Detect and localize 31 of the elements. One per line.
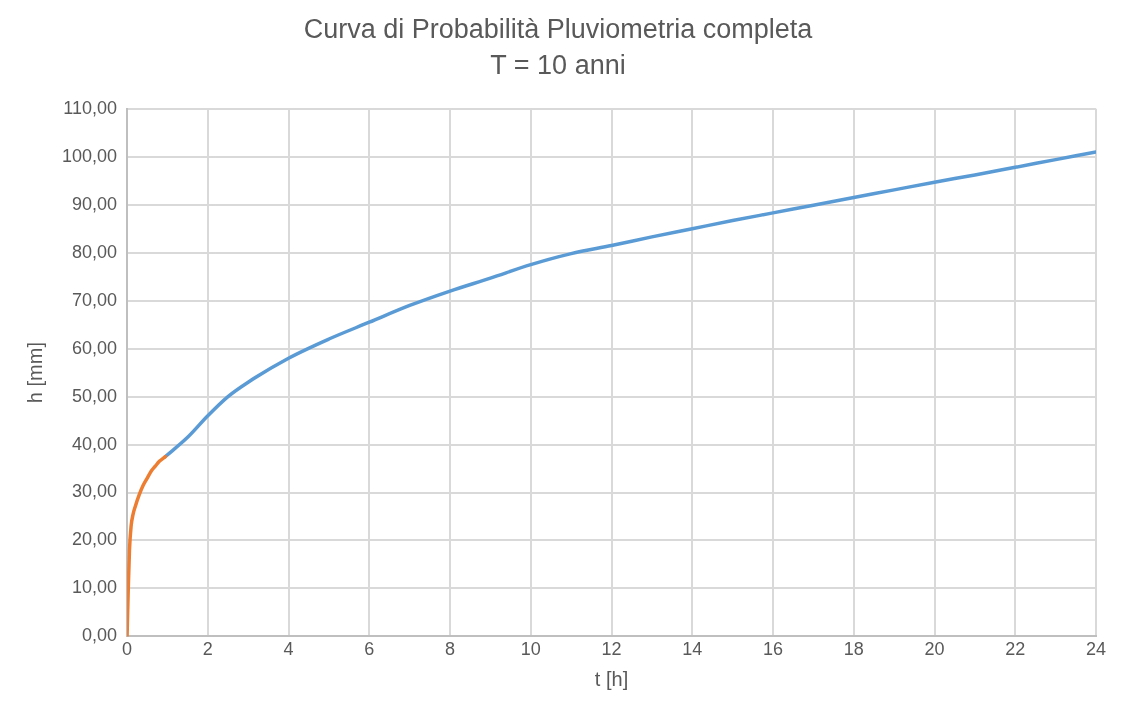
y-tick-label: 50,00 bbox=[72, 385, 118, 406]
y-tick-label: 70,00 bbox=[72, 289, 118, 310]
x-tick-label: 14 bbox=[682, 639, 703, 660]
x-tick-label: 16 bbox=[763, 639, 784, 660]
x-tick-label: 22 bbox=[1005, 639, 1026, 660]
line-series bbox=[127, 454, 168, 637]
y-tick-label: 110,00 bbox=[63, 97, 118, 118]
x-tick-label: 0 bbox=[122, 639, 133, 660]
chart-subtitle: T = 10 anni bbox=[490, 50, 626, 81]
x-tick-label: 4 bbox=[283, 639, 294, 660]
x-tick-label: 24 bbox=[1085, 639, 1107, 660]
chart-title: Curva di Probabilità Pluviometria completa bbox=[303, 13, 814, 44]
line-series bbox=[163, 150, 1096, 459]
x-tick-label: 18 bbox=[843, 639, 864, 660]
y-axis-title: h [mm] bbox=[23, 342, 46, 404]
y-tick-label: 10,00 bbox=[72, 577, 118, 598]
x-tick-label: 8 bbox=[445, 639, 456, 660]
x-tick-label: 12 bbox=[601, 639, 622, 660]
y-tick-label: 60,00 bbox=[72, 337, 118, 358]
y-tick-label: 0,00 bbox=[82, 625, 118, 646]
y-tick-label: 20,00 bbox=[72, 529, 118, 550]
x-tick-label: 10 bbox=[520, 639, 541, 660]
y-tick-label: 40,00 bbox=[72, 433, 118, 454]
y-tick-label: 100,00 bbox=[61, 145, 118, 166]
y-tick-label: 30,00 bbox=[72, 481, 118, 502]
x-tick-label: 2 bbox=[202, 639, 213, 660]
y-tick-label: 80,00 bbox=[72, 241, 118, 262]
x-tick-label: 6 bbox=[364, 639, 375, 660]
x-axis-title: t [h] bbox=[594, 667, 629, 690]
x-tick-label: 20 bbox=[924, 639, 945, 660]
y-tick-label: 90,00 bbox=[72, 193, 118, 214]
